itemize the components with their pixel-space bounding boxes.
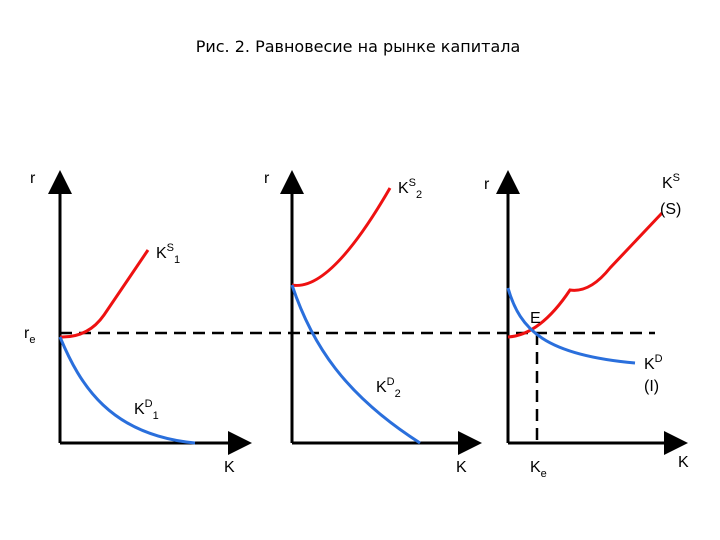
supply-curve (507, 211, 664, 339)
sub: 2 (395, 388, 401, 400)
x-label: K (678, 454, 689, 471)
demand-curve (58, 336, 196, 445)
base: K (156, 245, 167, 262)
sup: S (409, 177, 416, 189)
sup: S (167, 242, 174, 254)
supply-label: KS (662, 172, 680, 192)
demand-note: (I) (644, 378, 659, 395)
x-label: K (224, 459, 235, 476)
sup: D (387, 376, 395, 388)
sub: 1 (174, 254, 180, 266)
demand-label: KD2 (376, 376, 401, 400)
supply-label: KS2 (398, 177, 422, 201)
base: K (376, 379, 387, 396)
base: K (644, 356, 655, 373)
base: K (662, 175, 673, 192)
re-label: re (24, 325, 35, 346)
sup: S (673, 172, 680, 184)
sub: 2 (416, 189, 422, 201)
ke-label: Ke (530, 459, 547, 480)
title: Рис. 2. Равновесие на рынке капитала (196, 37, 521, 56)
x-label: K (456, 459, 467, 476)
base: K (134, 401, 145, 418)
re-base: r (24, 325, 30, 342)
y-label: r (484, 176, 490, 193)
sub: e (541, 468, 547, 480)
base: K (530, 459, 541, 476)
y-label: r (30, 170, 36, 187)
sup: D (145, 398, 153, 410)
demand-curve (506, 287, 636, 365)
demand-curve (290, 284, 421, 445)
supply-curve (291, 187, 392, 287)
supply-label: KS1 (156, 242, 180, 266)
base: K (398, 180, 409, 197)
re-sub: e (29, 334, 35, 346)
y-label: r (264, 170, 270, 187)
supply-note: (S) (660, 201, 681, 218)
axes (48, 170, 688, 455)
sub: 1 (153, 410, 159, 422)
demand-label: KD1 (134, 398, 159, 422)
supply-curve (59, 249, 150, 339)
sup: D (655, 353, 663, 365)
equilibrium-label: E (530, 310, 541, 327)
demand-label: KD (644, 353, 663, 373)
